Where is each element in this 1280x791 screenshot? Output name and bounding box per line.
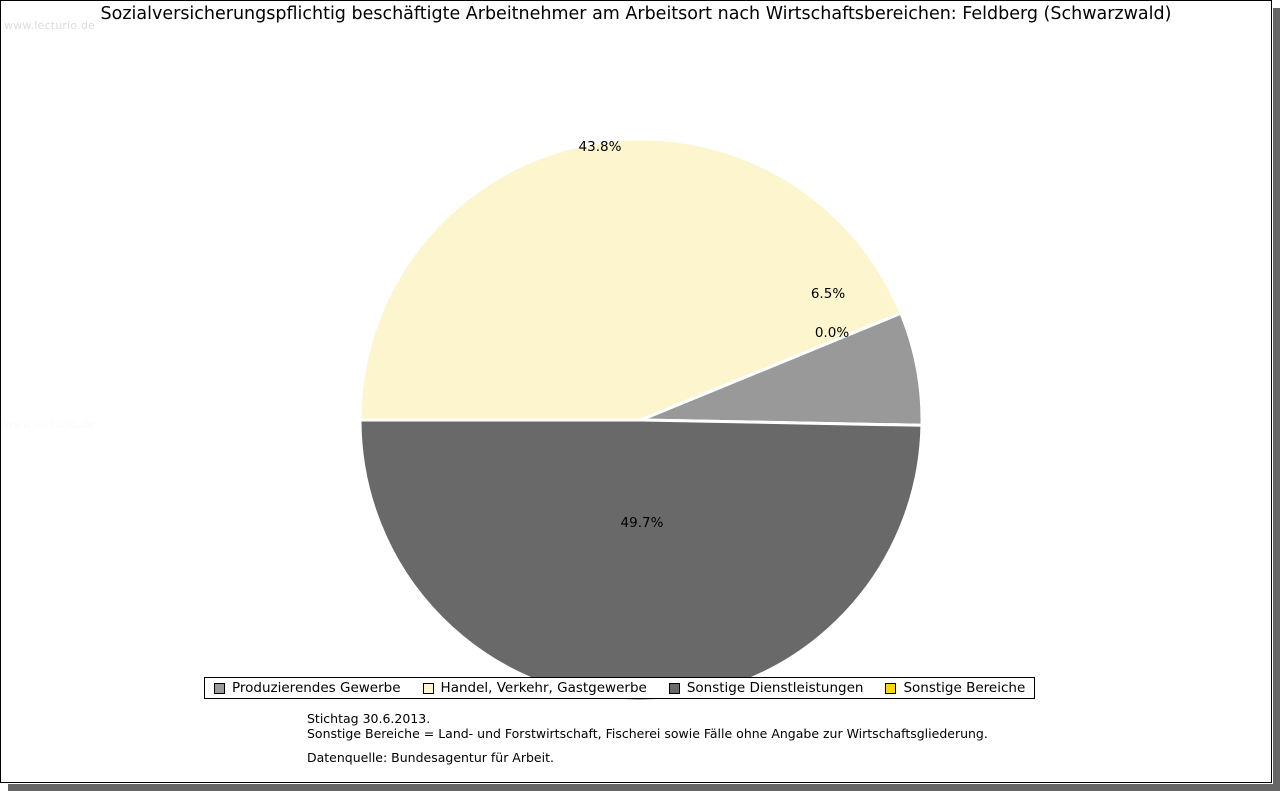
legend-swatch-icon: [885, 682, 897, 694]
legend-item-sonstige-bereiche[interactable]: Sonstige Bereiche: [885, 680, 1025, 696]
chart-title: Sozialversicherungspflichtig beschäftigt…: [100, 4, 1172, 24]
legend-item-sonstige-dienstleistungen[interactable]: Sonstige Dienstleistungen: [668, 680, 864, 696]
legend-item-label: Handel, Verkehr, Gastgewerbe: [440, 680, 647, 696]
slice-label-dienstleistungen: 49.7%: [620, 515, 664, 531]
legend-item-label: Sonstige Bereiche: [903, 680, 1026, 696]
pie-slice-group: [358, 137, 924, 703]
slice-label-handel: 43.8%: [578, 139, 622, 155]
footnotes: Stichtag 30.6.2013. Sonstige Bereiche = …: [307, 711, 988, 766]
footnote-stichtag: Stichtag 30.6.2013.: [307, 711, 431, 726]
pie-slice[interactable]: [640, 311, 924, 427]
legend-item-produzierendes-gewerbe[interactable]: Produzierendes Gewerbe: [214, 680, 401, 696]
slice-label-sonstige-bereiche: 0.0%: [814, 325, 850, 341]
chart-legend: Produzierendes Gewerbe Handel, Verkehr, …: [204, 677, 1036, 699]
legend-swatch-icon: [668, 682, 680, 694]
legend-swatch-icon: [214, 682, 225, 694]
pie-slice[interactable]: [358, 418, 924, 703]
legend-item-handel-verkehr-gastgewerbe[interactable]: Handel, Verkehr, Gastgewerbe: [422, 680, 647, 696]
watermark: www.lecturio.de: [4, 19, 95, 32]
frame-shadow-right: [1273, 8, 1280, 791]
legend-item-label: Produzierendes Gewerbe: [232, 680, 401, 696]
legend-swatch-icon: [422, 682, 434, 694]
legend-item-label: Sonstige Dienstleistungen: [686, 680, 864, 696]
footnote-definition: Sonstige Bereiche = Land- und Forstwirts…: [307, 725, 988, 741]
watermark-faint: www.lecturio.de: [4, 418, 95, 431]
frame-shadow-bottom: [8, 784, 1280, 791]
slice-label-produzierendes: 6.5%: [810, 286, 846, 302]
pie-slice[interactable]: [358, 137, 903, 422]
footnote-datenquelle: Datenquelle: Bundesagentur für Arbeit.: [307, 750, 554, 765]
